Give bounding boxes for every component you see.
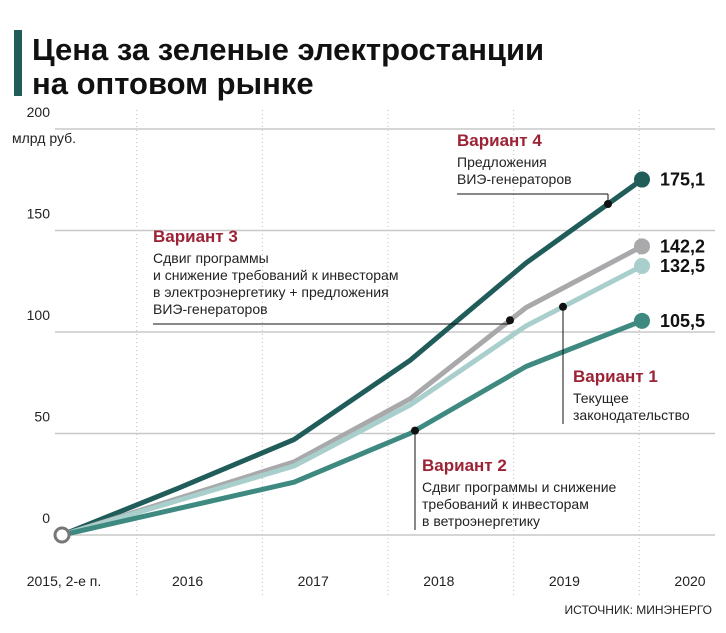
annotation-text: Сдвиг программы и снижение [422,479,617,495]
y-tick-label: 0 [42,510,50,526]
annotation-text: в электроэнергетику + предложения [153,284,389,300]
annotation-text: и снижение требований к инвесторам [153,267,398,283]
annotation-text: Текущее [573,390,629,406]
annotation-text: ВИЭ-генераторов [153,301,268,317]
y-tick-label: 200 [27,104,51,120]
annotation-text: требований к инвесторам [422,496,589,512]
end-marker [634,312,650,329]
series-line [61,263,644,538]
chart-title: Цена за зеленые электростанции [32,32,544,67]
annotation-text: Сдвиг программы [153,250,269,266]
annotation-dot [506,316,514,325]
end-marker [634,258,650,275]
annotation-dot [604,200,612,209]
y-tick-label: 150 [27,206,51,222]
x-tick-label: 2016 [172,573,203,589]
annotation-text: ВИЭ-генераторов [457,171,572,187]
annotation-title: Вариант 1 [573,367,658,386]
series-line [61,318,643,538]
annotation-dot [559,302,567,311]
annotation-text: законодательство [573,407,690,423]
y-tick-label: 100 [27,307,51,323]
annotation-title: Вариант 2 [422,456,507,475]
source: ИСТОЧНИК: МИНЭНЕРГО [565,603,712,617]
annotation-dot [411,426,419,435]
y-tick-label: 50 [34,409,50,425]
x-tick-label: 2017 [298,573,329,589]
end-marker [634,238,650,255]
x-tick-label: 2018 [423,573,454,589]
end-marker [634,171,650,188]
value-label: 142,2 [660,236,705,256]
value-label: 132,5 [660,256,705,276]
chart-title: на оптовом рынке [32,66,314,101]
annotation-title: Вариант 3 [153,227,238,246]
annotation-text: Предложения [457,154,547,170]
series-line [61,177,644,538]
x-tick-label: 2015, 2-е п. [27,573,102,589]
value-label: 105,5 [660,311,705,331]
value-label: 175,1 [660,170,705,190]
annotation-title: Вариант 4 [457,131,542,150]
x-tick-label: 2019 [549,573,580,589]
annotation-text: в ветроэнергетику [422,513,540,529]
y-axis-label: млрд руб. [12,130,76,146]
title-bar [14,30,22,96]
start-marker [53,526,71,544]
x-tick-label: 2020 [674,573,705,589]
